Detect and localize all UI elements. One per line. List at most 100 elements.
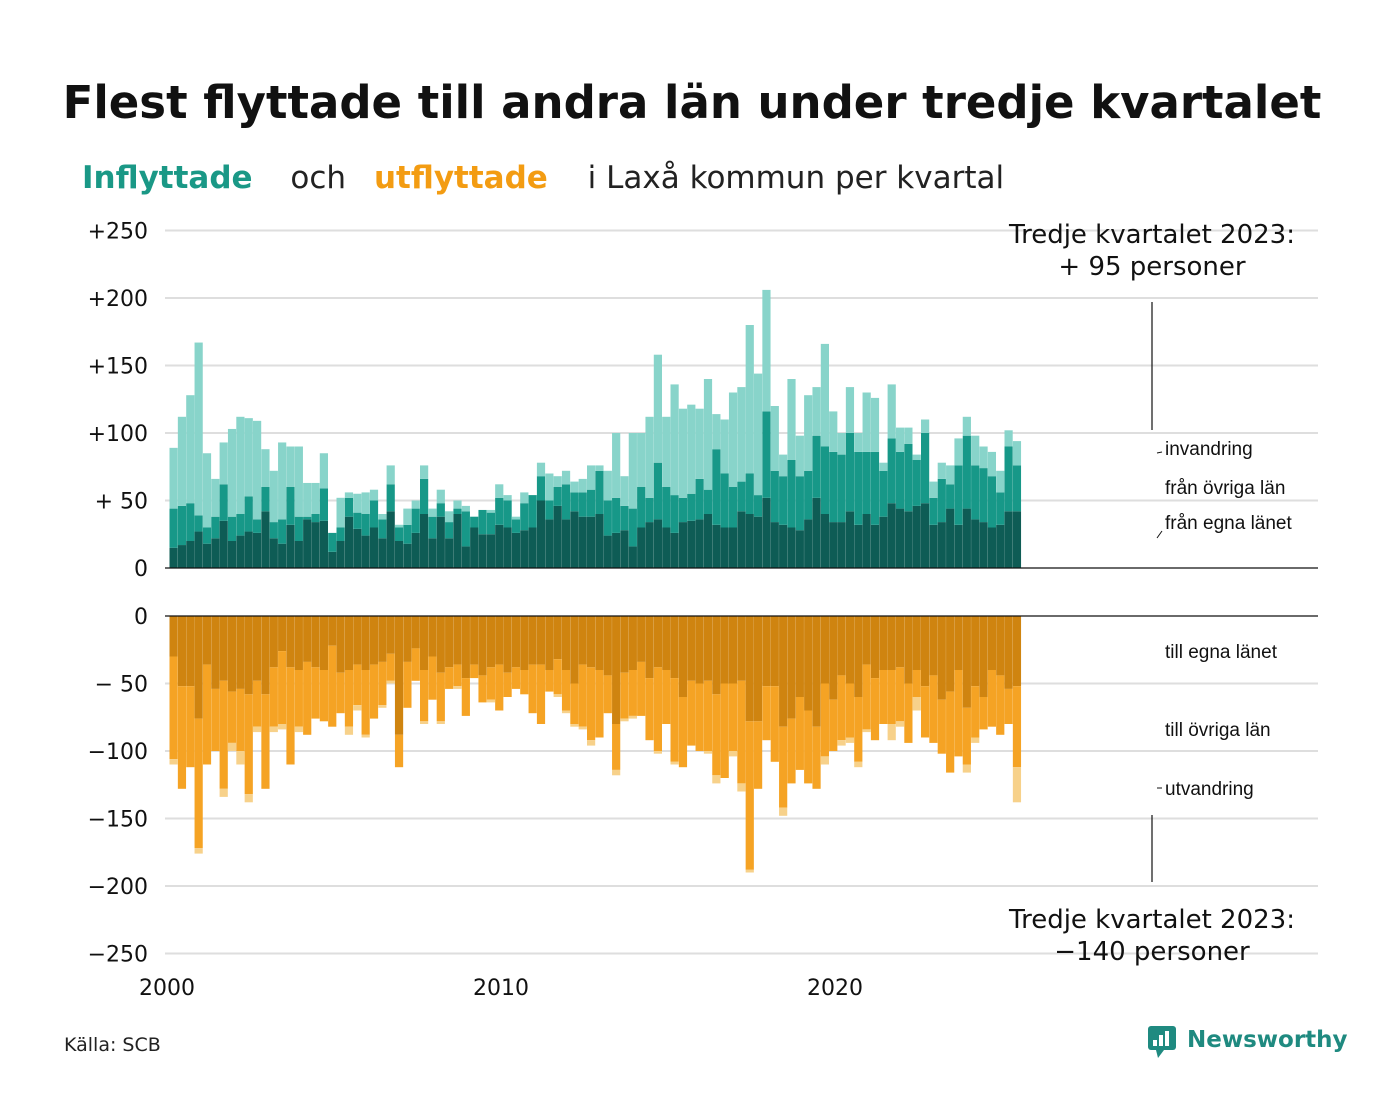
- bar-in-segment: [378, 519, 387, 539]
- bar-in-segment: [595, 514, 604, 568]
- bar-out-segment: [770, 686, 779, 762]
- bar-in-segment: [545, 500, 554, 520]
- bar-in-segment: [996, 492, 1005, 525]
- bar-out-segment: [303, 616, 312, 662]
- bar-out-segment: [403, 616, 412, 662]
- bar-out-segment: [870, 678, 880, 741]
- bar-in-segment: [520, 530, 529, 568]
- bar-out-segment: [754, 721, 763, 789]
- bar-in-segment: [294, 446, 303, 517]
- bar-out-segment: [202, 664, 212, 765]
- bar-in-segment: [703, 379, 713, 490]
- chart-subtitle: Inflyttade och utflyttade i Laxå kommun …: [82, 160, 1004, 196]
- bar-in-segment: [503, 500, 512, 528]
- bar-in-segment: [695, 478, 704, 520]
- bar-out-segment: [328, 616, 337, 646]
- bar-out-segment: [787, 718, 796, 784]
- bar-out-segment: [895, 616, 905, 668]
- subtitle-och: och: [290, 160, 346, 196]
- bar-out-segment: [954, 616, 963, 670]
- bar-out-segment: [511, 616, 521, 668]
- bar-in-segment: [1012, 465, 1022, 512]
- bar-out-segment: [244, 694, 253, 795]
- bar-in-segment: [895, 508, 905, 568]
- bar-out-segment: [528, 616, 537, 665]
- bar-in-segment: [294, 541, 303, 568]
- bar-in-segment: [545, 519, 554, 568]
- bar-in-segment: [862, 451, 871, 514]
- bar-in-segment: [411, 500, 420, 509]
- bar-out-segment: [971, 737, 980, 743]
- bar-out-segment: [303, 661, 312, 735]
- bar-in-segment: [503, 495, 512, 501]
- bar-out-segment: [386, 616, 395, 654]
- bar-in-segment: [770, 406, 779, 471]
- bar-out-segment: [545, 616, 554, 670]
- bar-in-segment: [344, 497, 354, 517]
- bar-out-segment: [804, 616, 813, 711]
- bar-in-segment: [603, 500, 612, 536]
- bar-in-segment: [311, 514, 320, 523]
- bar-in-segment: [445, 522, 454, 539]
- bar-out-segment: [678, 616, 688, 697]
- bar-in-segment: [971, 435, 980, 466]
- bar-out-segment: [587, 740, 596, 746]
- bar-in-segment: [403, 543, 412, 568]
- y-tick-label-bottom: −200: [88, 875, 148, 900]
- bar-in-segment: [603, 535, 612, 568]
- bar-out-segment: [177, 686, 187, 789]
- bar-out-segment: [286, 667, 295, 765]
- bar-out-segment: [745, 721, 754, 870]
- bar-out-segment: [645, 678, 654, 741]
- bar-in-segment: [386, 465, 395, 485]
- bar-in-segment: [553, 487, 562, 506]
- bar-in-segment: [645, 416, 654, 498]
- bar-out-segment: [929, 616, 938, 676]
- bar-out-segment: [837, 740, 846, 746]
- bar-in-segment: [979, 522, 988, 568]
- bar-in-segment: [787, 460, 796, 528]
- bar-in-segment: [578, 516, 587, 568]
- label-invandring: invandring: [1165, 439, 1253, 460]
- bar-out-segment: [236, 751, 245, 765]
- bar-out-segment: [670, 761, 679, 765]
- bar-in-segment: [169, 447, 178, 509]
- bar-in-segment: [420, 514, 429, 568]
- bar-in-segment: [820, 446, 829, 514]
- bar-out-segment: [887, 724, 896, 741]
- bar-out-segment: [728, 751, 738, 757]
- bar-in-segment: [303, 516, 312, 520]
- bar-out-segment: [895, 721, 905, 727]
- bar-in-segment: [720, 473, 729, 528]
- bar-out-segment: [244, 616, 253, 695]
- bar-in-segment: [328, 532, 337, 552]
- bar-out-segment: [436, 672, 445, 722]
- subtitle-rest: i Laxå kommun per kvartal: [588, 160, 1004, 196]
- bar-in-segment: [478, 509, 487, 535]
- bar-in-segment: [653, 354, 662, 463]
- y-axis-ticks: +250 +200 +150 +100 + 50 0 0 − 50 −100 −150 −200 −2…: [88, 220, 148, 968]
- bar-in-segment: [536, 462, 546, 477]
- bar-out-segment: [294, 616, 303, 670]
- bar-in-segment: [194, 515, 203, 532]
- bar-out-segment: [1012, 767, 1022, 803]
- bar-in-segment: [411, 532, 420, 568]
- bar-in-segment: [353, 528, 362, 568]
- bar-in-segment: [670, 495, 679, 533]
- bar-out-segment: [937, 699, 946, 754]
- bar-out-segment: [987, 670, 996, 727]
- bar-out-segment: [236, 688, 245, 751]
- bar-in-segment: [319, 453, 328, 489]
- bar-in-segment: [854, 524, 863, 568]
- bar-in-segment: [670, 532, 679, 568]
- bar-in-segment: [779, 454, 788, 477]
- newsworthy-logo: Newsworthy: [1148, 1026, 1348, 1058]
- bar-out-segment: [420, 721, 429, 724]
- bar-out-segment: [779, 807, 788, 816]
- bar-out-segment: [378, 705, 387, 708]
- bar-in-segment: [962, 508, 971, 568]
- bar-in-segment: [754, 373, 763, 496]
- bar-out-segment: [578, 726, 587, 730]
- bar-in-segment: [177, 505, 187, 546]
